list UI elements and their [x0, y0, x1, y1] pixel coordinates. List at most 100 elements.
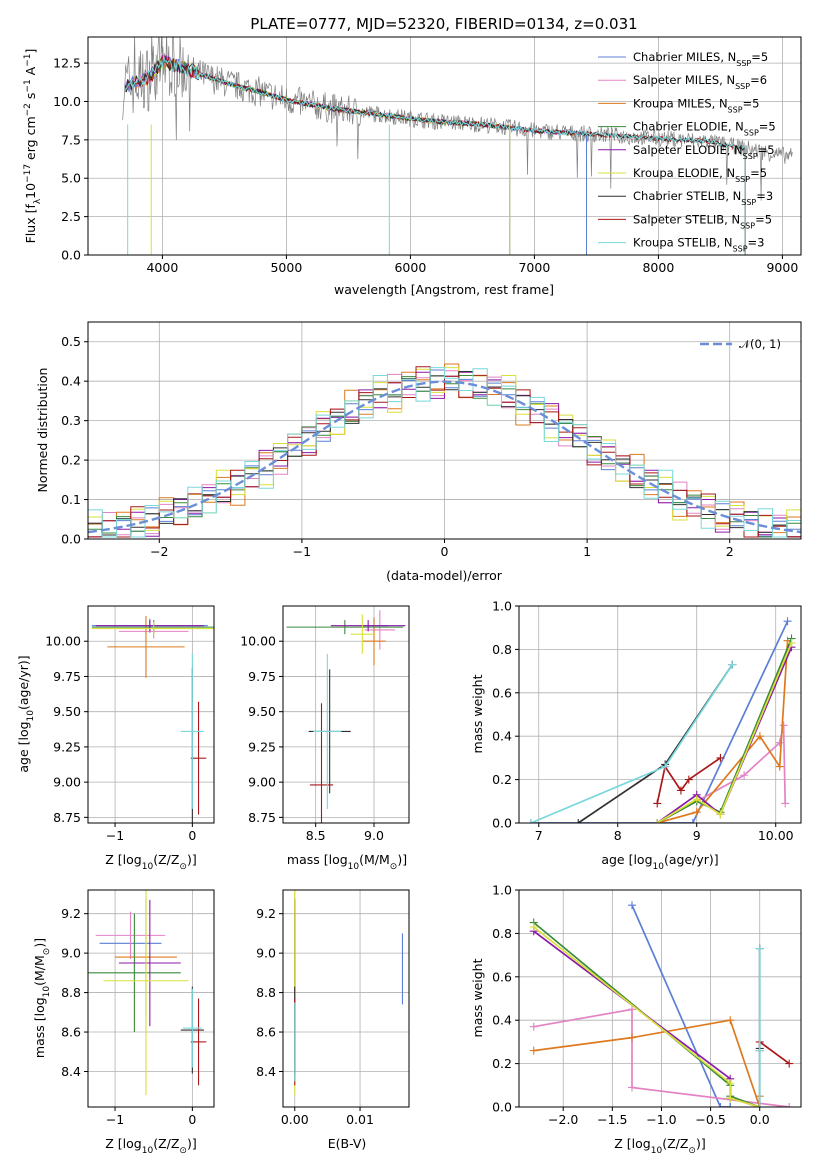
x-tick-label: 7: [535, 828, 543, 843]
plot-area: [294, 890, 404, 1096]
series-marker: [692, 808, 701, 817]
y-tick-label: 8.8: [256, 985, 276, 1000]
y-tick-label: 10.00: [45, 634, 81, 649]
y-tick-label: 8.4: [61, 1064, 81, 1079]
x-tick-label: −1.0: [646, 1112, 676, 1127]
x-tick-label: 0: [188, 1112, 196, 1127]
x-tick-label: 8000: [642, 260, 674, 275]
x-tick-label: 5000: [270, 260, 302, 275]
legend-label: Kroupa ELODIE, NSSP=5: [633, 166, 767, 184]
series-marker: [787, 638, 796, 647]
x-tick-label: −1: [106, 828, 124, 843]
x-tick-label: 8: [614, 828, 622, 843]
series-marker: [779, 721, 788, 730]
y-tick-label: 10.0: [53, 94, 81, 109]
series-marker: [653, 799, 662, 808]
x-tick-label: 7000: [518, 260, 550, 275]
y-axis-label: Normed distribution: [35, 368, 50, 493]
series-marker: [627, 1005, 636, 1014]
chart-massweight_vs_age: 7 8 9 10.00 0.0 0.2 0.4 0.6 0.8 1.0 age [log10(age…: [470, 599, 802, 872]
x-tick-label: 10.00: [758, 828, 794, 843]
series-marker: [728, 660, 737, 669]
y-tick-label: 0.1: [61, 492, 81, 507]
plot-area: [91, 615, 214, 823]
legend-label: Salpeter STELIB, NSSP=5: [633, 212, 772, 230]
x-tick-label: 0.00: [281, 1112, 309, 1127]
chart-age_vs_Z: −1 0 8.75 9.00 9.25 9.50 9.75 10.00 Z [log10(Z/Z…: [16, 605, 215, 872]
x-tick-label: −0.5: [695, 1112, 725, 1127]
y-tick-label: 8.6: [61, 1025, 81, 1040]
series-marker: [755, 1103, 764, 1107]
y-tick-label: 9.00: [53, 775, 81, 790]
legend-label: Salpeter MILES, NSSP=6: [633, 73, 767, 91]
y-tick-label: 9.2: [256, 906, 276, 921]
chart-age_vs_mass: 8.5 9.0 8.75 9.00 9.25 9.50 9.75 10.00 mass [log…: [240, 605, 410, 872]
series-marker: [783, 617, 792, 626]
y-tick-label: 9.50: [248, 704, 276, 719]
x-tick-label: 0.0: [750, 1112, 770, 1127]
y-tick-label: 8.6: [256, 1025, 276, 1040]
axes-frame: [282, 889, 410, 1108]
y-tick-label: 0.2: [492, 1056, 512, 1071]
series-marker: [716, 1103, 725, 1107]
series-marker: [529, 1022, 538, 1031]
y-tick-label: 0.2: [61, 453, 81, 468]
x-tick-label: 0.01: [346, 1112, 374, 1127]
x-tick-label: −1: [106, 1112, 124, 1127]
y-tick-label: 8.4: [256, 1064, 276, 1079]
y-tick-label: 9.75: [248, 669, 276, 684]
y-tick-label: 8.75: [248, 810, 276, 825]
y-tick-label: 0.4: [492, 729, 512, 744]
x-tick-label: 2: [726, 544, 734, 559]
y-tick-label: 8.75: [53, 810, 81, 825]
series-marker: [627, 1033, 636, 1042]
y-tick-label: 9.50: [53, 704, 81, 719]
axes-frame: [87, 889, 215, 1108]
series-marker: [740, 771, 749, 780]
series-marker: [726, 1094, 735, 1103]
plot-area: [88, 363, 801, 538]
y-axis-label: mass weight: [470, 674, 485, 753]
legend: Chabrier MILES, NSSP=5 Salpeter MILES, NS…: [598, 50, 776, 253]
y-tick-label: 0.3: [61, 413, 81, 428]
legend-label: Chabrier STELIB, NSSP=3: [633, 189, 773, 207]
hist-salpeter-stelib: [88, 366, 801, 538]
series-marker: [716, 753, 725, 762]
x-axis-label: Z [log10(Z/Z⊙)]: [105, 1136, 196, 1156]
y-tick-label: 0.0: [492, 1100, 512, 1115]
x-axis-label: Z [log10(Z/Z⊙)]: [105, 852, 196, 872]
axes-frame: [87, 605, 215, 824]
plot-area: [88, 890, 207, 1096]
series-marker: [755, 944, 764, 953]
chart-mass_vs_Z: −1 0 8.4 8.6 8.8 9.0 9.2 Z [log10(Z/Z⊙)] mass [l…: [32, 889, 215, 1156]
chart-mass_vs_EBV: 0.00 0.01 8.4 8.6 8.8 9.0 9.2 E(B-V): [256, 889, 410, 1151]
x-tick-label: −2.0: [548, 1112, 578, 1127]
series-marker: [627, 1083, 636, 1092]
chart-residuals: −2 −1 0 1 2 0.0 0.1 0.2 0.3 0.4 0.5 𝒩(0, 1) (data-mo…: [35, 321, 802, 583]
x-tick-label: −1.5: [597, 1112, 627, 1127]
y-tick-label: 0.5: [61, 334, 81, 349]
series-marker: [716, 810, 725, 819]
axes-frame: [518, 889, 802, 1108]
series-marker: [653, 819, 662, 823]
axes-frame: [87, 321, 802, 540]
y-tick-label: 2.5: [61, 209, 81, 224]
chart-massweight_vs_Z: −2.0 −1.5 −1.0 −0.5 0.0 0.0 0.2 0.4 0.6 0.8 1.0 Z […: [470, 883, 802, 1156]
x-tick-label: 9000: [766, 260, 798, 275]
data-spectrum: [122, 37, 793, 201]
x-tick-label: 4000: [146, 260, 178, 275]
series-chabrier-miles: [631, 904, 731, 1107]
x-axis-label: mass [log10(M/M⊙)]: [287, 852, 407, 872]
y-tick-label: 9.25: [53, 739, 81, 754]
series-salpeter-miles: [533, 1008, 790, 1107]
y-tick-label: 0.2: [492, 772, 512, 787]
y-tick-label: 1.0: [492, 599, 512, 614]
series-marker: [684, 775, 693, 784]
plot-area: [526, 617, 796, 823]
normal-curve: [88, 380, 801, 534]
axes-frame: [518, 605, 802, 824]
series-marker: [775, 762, 784, 771]
x-tick-label: −1: [293, 544, 311, 559]
y-axis-label: mass weight: [470, 958, 485, 1037]
series-marker: [692, 795, 701, 804]
